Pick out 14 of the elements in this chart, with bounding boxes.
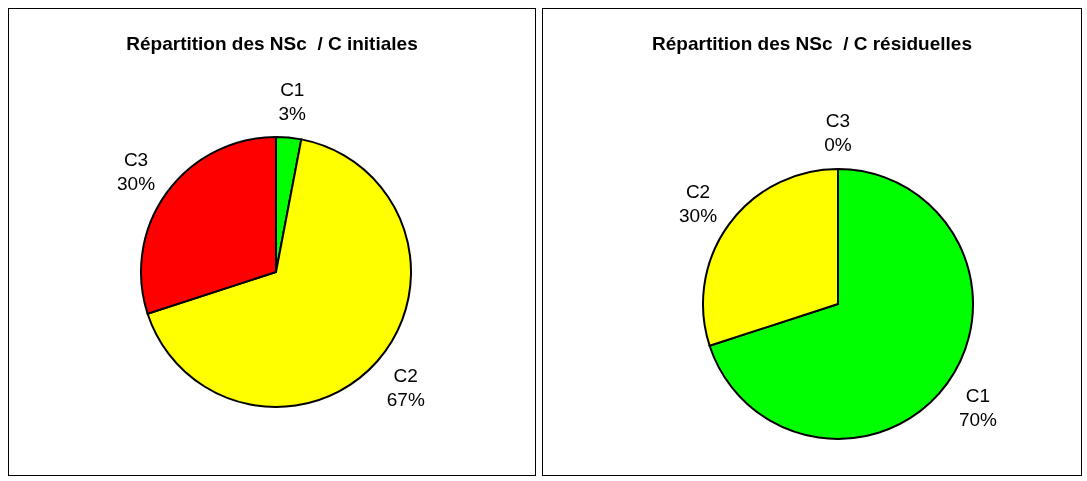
slice-label: C2 bbox=[685, 181, 711, 203]
category-label: C3 bbox=[825, 110, 851, 131]
data-label: 3% bbox=[278, 102, 307, 124]
data-label: 70% bbox=[958, 408, 998, 430]
slice-label: C1 bbox=[965, 384, 991, 406]
slice-label: C1 bbox=[280, 78, 305, 100]
slice-label: C3 bbox=[123, 149, 149, 171]
data-label: 30% bbox=[117, 173, 156, 195]
data-label: 67% bbox=[386, 389, 425, 411]
data-label: 30% bbox=[679, 205, 718, 227]
slice-label: C2 bbox=[393, 365, 418, 387]
chart-title: Répartition des NSc / C initiales bbox=[125, 33, 419, 55]
text: 0% bbox=[824, 134, 852, 155]
chart-title: Répartition des NSc / C résiduelles bbox=[651, 33, 973, 55]
